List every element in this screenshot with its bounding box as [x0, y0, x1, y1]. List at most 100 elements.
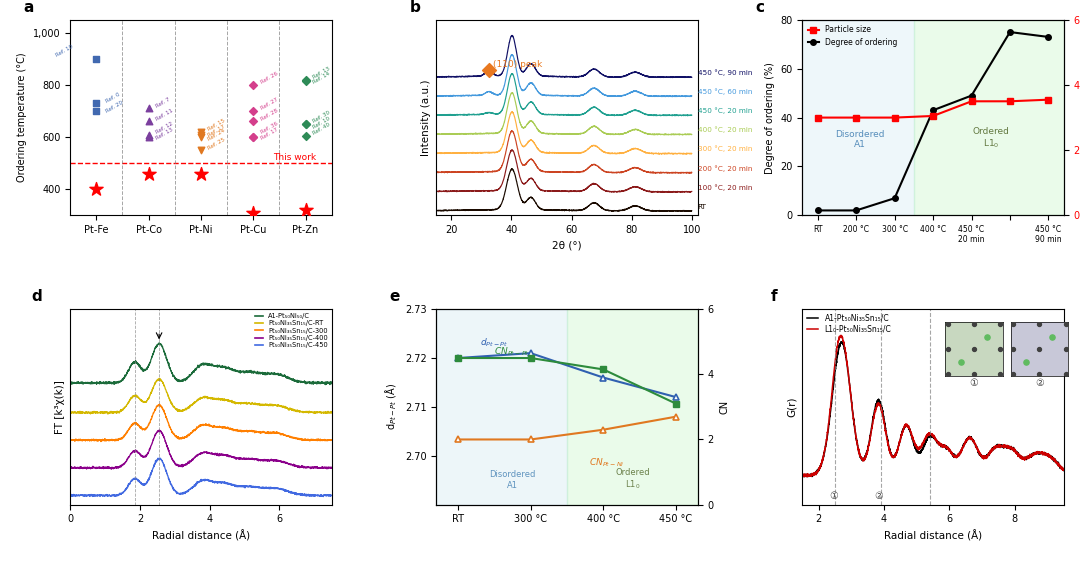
Text: This work: This work: [273, 153, 316, 162]
Point: [140, 169, 158, 178]
L1₀-Pt₅₀Ni₃₅Sn₁₅/C: [916, 439, 929, 446]
Text: Ref. 40: Ref. 40: [312, 122, 330, 136]
Text: ①: ①: [829, 491, 838, 501]
Point: [940, 345, 957, 354]
Line: L1₀-Pt₅₀Ni₃₅Sn₁₅/C: L1₀-Pt₅₀Ni₃₅Sn₁₅/C: [802, 336, 1064, 477]
Y-axis label: G(r): G(r): [786, 397, 797, 417]
Text: $CN_{Pt-Pt}$: $CN_{Pt-Pt}$: [495, 346, 530, 358]
Text: c: c: [755, 0, 765, 15]
Text: f: f: [771, 289, 778, 304]
Point: [87, 107, 105, 116]
Point: [966, 345, 983, 354]
Text: Disordered
A1: Disordered A1: [489, 470, 536, 489]
L1₀-Pt₅₀Ni₃₅Sn₁₅/C: [835, 332, 848, 339]
Text: Ref. 14: Ref. 14: [312, 71, 330, 85]
Point: [87, 99, 105, 108]
Point: [297, 132, 314, 141]
Y-axis label: CN: CN: [719, 400, 729, 414]
Text: $CN_{Pt-Ni}$: $CN_{Pt-Ni}$: [589, 456, 624, 469]
Point: [1043, 332, 1061, 341]
Text: Disordered
A1: Disordered A1: [835, 129, 885, 149]
Text: Ref. 25: Ref. 25: [207, 137, 226, 150]
Text: Ref. 13: Ref. 13: [154, 127, 174, 141]
L1₀-Pt₅₀Ni₃₅Sn₁₅/C: [923, 431, 936, 438]
Point: [991, 320, 1009, 329]
Bar: [798, 20, 914, 215]
A1-Pt₅₀Ni₃₅Sn₁₅/C: [1057, 467, 1070, 474]
Text: $d_{Pt-Pt}$: $d_{Pt-Pt}$: [480, 337, 508, 349]
L1₀-Pt₅₀Ni₃₅Sn₁₅/C: [1057, 466, 1070, 473]
Text: ①: ①: [970, 378, 978, 388]
Point: [1030, 345, 1048, 354]
Legend: Particle size, Degree of ordering: Particle size, Degree of ordering: [806, 24, 900, 49]
Point: [192, 133, 210, 142]
Text: Ref. 28: Ref. 28: [259, 108, 279, 122]
Text: Ref. 12: Ref. 12: [154, 121, 174, 135]
Text: Ref. 27: Ref. 27: [259, 98, 279, 111]
L1₀-Pt₅₀Ni₃₅Sn₁₅/C: [800, 473, 813, 480]
Bar: [567, 309, 698, 505]
Text: Ref. 10: Ref. 10: [312, 116, 330, 130]
Text: Ref. 36: Ref. 36: [259, 121, 279, 135]
Text: Ref. 17: Ref. 17: [259, 127, 279, 141]
Point: [244, 133, 261, 142]
Text: Ref. 15: Ref. 15: [207, 119, 226, 132]
Text: ②: ②: [1035, 378, 1043, 388]
Point: [940, 370, 957, 379]
Text: b: b: [410, 0, 421, 15]
Bar: [436, 309, 567, 505]
L1₀-Pt₅₀Ni₃₅Sn₁₅/C: [809, 469, 822, 476]
Point: [481, 66, 498, 75]
Point: [1017, 357, 1035, 366]
Text: 300 °C, 20 min: 300 °C, 20 min: [698, 146, 752, 153]
Point: [1004, 345, 1022, 354]
Text: Ref. 10: Ref. 10: [54, 44, 73, 58]
Point: [1004, 320, 1022, 329]
Y-axis label: d$_{Pt-Pt}$ (Å): d$_{Pt-Pt}$ (Å): [383, 383, 400, 430]
Y-axis label: Degree of ordering (%): Degree of ordering (%): [765, 62, 774, 174]
Y-axis label: Ordering temperature (°C): Ordering temperature (°C): [17, 53, 27, 183]
A1-Pt₅₀Ni₃₅Sn₁₅/C: [1050, 459, 1063, 466]
Text: Ordered
L1$_0$: Ordered L1$_0$: [972, 127, 1009, 150]
Text: 200 °C, 20 min: 200 °C, 20 min: [698, 165, 752, 171]
Point: [192, 130, 210, 139]
Text: RT: RT: [698, 204, 706, 210]
Text: Ref. 0: Ref. 0: [105, 91, 121, 103]
Point: [953, 357, 970, 366]
Point: [140, 104, 158, 113]
Point: [140, 117, 158, 126]
Point: [244, 133, 261, 142]
X-axis label: Radial distance (Å): Radial distance (Å): [152, 530, 249, 541]
Point: [1057, 345, 1075, 354]
Point: [140, 130, 158, 139]
Text: Ref. 7: Ref. 7: [154, 96, 171, 109]
Point: [297, 120, 314, 129]
A1-Pt₅₀Ni₃₅Sn₁₅/C: [797, 473, 810, 480]
Point: [1057, 320, 1075, 329]
A1-Pt₅₀Ni₃₅Sn₁₅/C: [796, 472, 809, 479]
Point: [192, 169, 210, 178]
A1-Pt₅₀Ni₃₅Sn₁₅/C: [1050, 459, 1063, 466]
Point: [192, 128, 210, 137]
Point: [966, 370, 983, 379]
Point: [991, 370, 1009, 379]
Point: [87, 54, 105, 64]
L1₀-Pt₅₀Ni₃₅Sn₁₅/C: [796, 472, 809, 479]
Point: [1030, 370, 1048, 379]
A1-Pt₅₀Ni₃₅Sn₁₅/C: [809, 470, 822, 477]
Point: [140, 133, 158, 142]
Point: [297, 206, 314, 215]
L1₀-Pt₅₀Ni₃₅Sn₁₅/C: [1050, 458, 1063, 465]
Point: [940, 320, 957, 329]
Point: [1030, 320, 1048, 329]
Text: d: d: [31, 289, 42, 304]
Text: 100 °C, 20 min: 100 °C, 20 min: [698, 184, 752, 191]
Text: 400 °C, 20 min: 400 °C, 20 min: [698, 126, 752, 133]
X-axis label: Radial distance (Å): Radial distance (Å): [885, 530, 982, 541]
Legend: A1-Pt₅₀Ni₅₀/C, Pt₅₀Ni₃₅Sn₁₅/C-RT, Pt₅₀Ni₃₅Sn₁₅/C-300, Pt₅₀Ni₃₅Sn₁₅/C-400, Pt₅₀Ni: A1-Pt₅₀Ni₅₀/C, Pt₅₀Ni₃₅Sn₁₅/C-RT, Pt₅₀Ni…: [254, 312, 328, 349]
Line: A1-Pt₅₀Ni₃₅Sn₁₅/C: A1-Pt₅₀Ni₃₅Sn₁₅/C: [802, 342, 1064, 477]
Text: 450 °C, 90 min: 450 °C, 90 min: [698, 69, 752, 76]
X-axis label: 2θ (°): 2θ (°): [552, 240, 582, 251]
Text: 450 °C, 60 min: 450 °C, 60 min: [698, 88, 752, 95]
Text: Ref. 26: Ref. 26: [259, 71, 279, 85]
